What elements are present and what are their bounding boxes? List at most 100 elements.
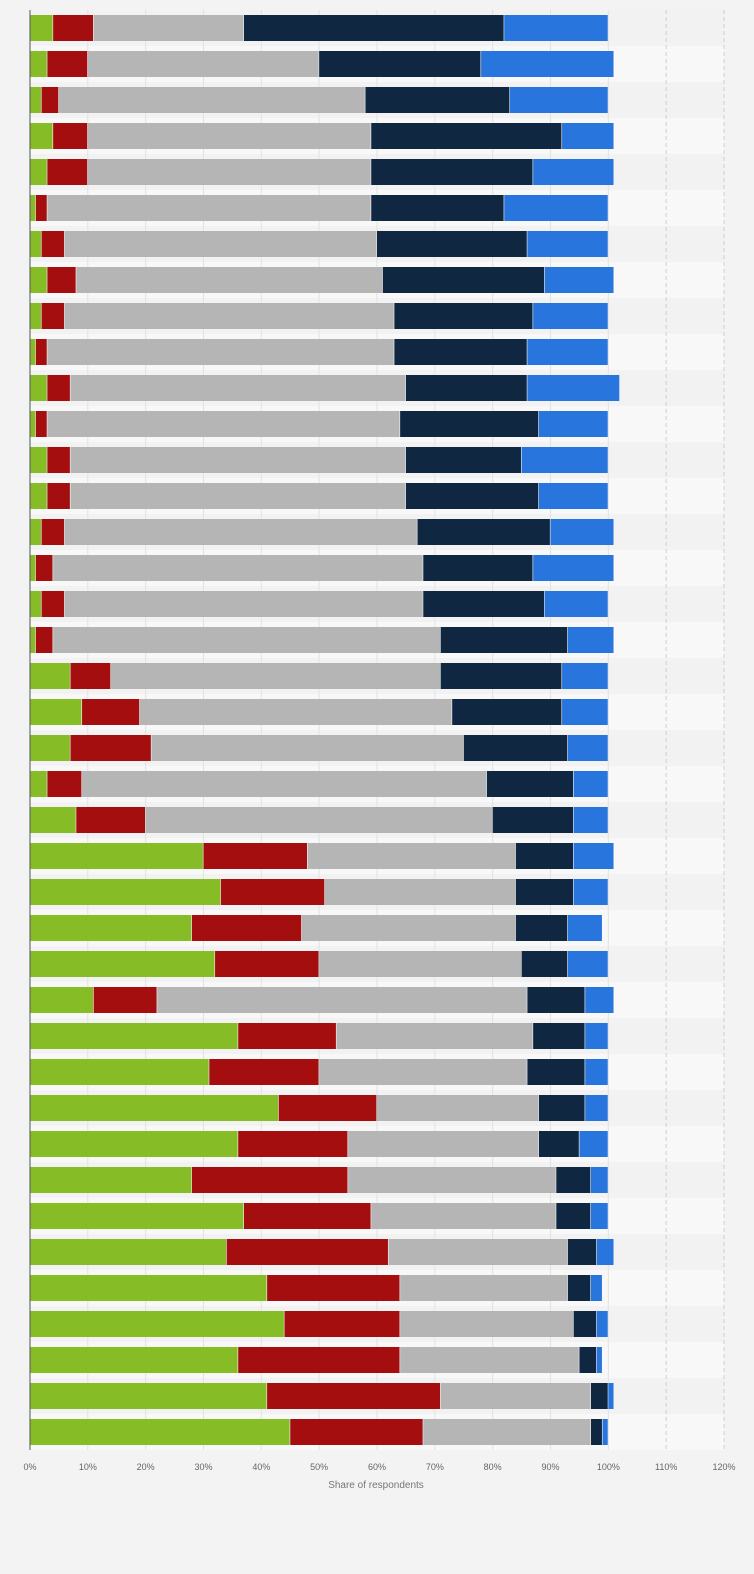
bar-segment	[371, 1203, 556, 1229]
bar-segment	[405, 483, 539, 509]
bar-segment	[400, 411, 539, 437]
x-tick-label: 110%	[655, 1462, 677, 1472]
bar-segment	[30, 123, 53, 149]
bar-segment	[423, 591, 545, 617]
bar-segment	[41, 591, 65, 617]
bar-segment	[388, 1239, 568, 1265]
bar-segment	[440, 1383, 591, 1409]
bar-segment	[30, 807, 76, 833]
bar-segment	[533, 159, 614, 185]
x-tick-label: 120%	[712, 1462, 735, 1472]
bar-segment	[30, 843, 203, 869]
bar-segment	[538, 1131, 579, 1157]
bar-segment	[30, 375, 47, 401]
bar-segment	[76, 807, 146, 833]
bar-segment	[533, 1023, 585, 1049]
bar-segment	[82, 699, 140, 725]
x-tick-label: 50%	[310, 1462, 328, 1472]
bar-segment	[481, 51, 614, 77]
bar-segment	[590, 1419, 602, 1445]
bar-segment	[30, 195, 36, 221]
bar-segment	[573, 807, 608, 833]
bar-segment	[30, 879, 221, 905]
bar-segment	[533, 555, 614, 581]
bar-segment	[215, 951, 319, 977]
bar-segment	[585, 1095, 608, 1121]
bar-segment	[64, 303, 394, 329]
bar-segment	[41, 519, 65, 545]
x-tick-label: 100%	[597, 1462, 620, 1472]
bar-segment	[70, 447, 406, 473]
bar-segment	[41, 231, 65, 257]
bar-segment	[30, 1347, 238, 1373]
x-tick-label: 30%	[194, 1462, 212, 1472]
bar-segment	[602, 1419, 608, 1445]
bar-segment	[47, 375, 70, 401]
bar-segment	[93, 987, 157, 1013]
bar-segment	[538, 411, 608, 437]
bar-segment	[76, 267, 383, 293]
bar-segment	[527, 339, 608, 365]
bar-segment	[585, 987, 614, 1013]
bar-segment	[371, 195, 504, 221]
bar-segment	[301, 915, 516, 941]
bar-segment	[585, 1059, 608, 1085]
bar-segment	[596, 1347, 602, 1373]
bar-segment	[278, 1095, 377, 1121]
bar-segment	[538, 1095, 585, 1121]
bar-segment	[30, 771, 47, 797]
bar-segment	[70, 663, 111, 689]
bar-segment	[590, 1383, 608, 1409]
x-tick-label: 70%	[426, 1462, 444, 1472]
bar-segment	[504, 15, 608, 41]
bar-segment	[30, 1311, 284, 1337]
bar-segment	[486, 771, 574, 797]
bar-segment	[440, 663, 562, 689]
bar-segment	[319, 51, 481, 77]
bar-segment	[423, 1419, 591, 1445]
bar-segment	[35, 339, 47, 365]
bar-segment	[348, 1131, 539, 1157]
bar-segment	[58, 87, 365, 113]
x-axis-label: Share of respondents	[328, 1480, 424, 1491]
bar-segment	[440, 627, 568, 653]
bar-segment	[521, 951, 568, 977]
bar-segment	[365, 87, 510, 113]
bar-segment	[348, 1167, 556, 1193]
bar-segment	[377, 231, 527, 257]
bar-segment	[30, 159, 47, 185]
bar-segment	[371, 123, 562, 149]
bar-segment	[405, 447, 521, 473]
bar-segment	[324, 879, 516, 905]
bar-segment	[47, 447, 70, 473]
bar-segment	[47, 339, 394, 365]
bar-segment	[515, 879, 574, 905]
bar-segment	[30, 1419, 290, 1445]
bar-segment	[226, 1239, 388, 1265]
bar-segment	[579, 1131, 608, 1157]
bar-segment	[463, 735, 568, 761]
bar-segment	[515, 843, 574, 869]
bar-segment	[521, 447, 608, 473]
bar-segment	[30, 951, 215, 977]
bar-segment	[590, 1167, 608, 1193]
bar-segment	[452, 699, 562, 725]
bar-segment	[203, 843, 307, 869]
bar-segment	[567, 951, 608, 977]
bar-segment	[53, 627, 441, 653]
bar-segment	[382, 267, 545, 293]
bar-segment	[492, 807, 574, 833]
bar-segment	[35, 195, 47, 221]
bar-segment	[30, 15, 53, 41]
bar-segment	[504, 195, 608, 221]
bar-segment	[30, 519, 41, 545]
bar-segment	[544, 591, 608, 617]
x-tick-label: 40%	[252, 1462, 270, 1472]
bar-segment	[30, 987, 94, 1013]
bar-segment	[30, 1275, 267, 1301]
bar-segment	[93, 15, 244, 41]
bar-segment	[157, 987, 527, 1013]
bar-segment	[319, 951, 521, 977]
bar-segment	[371, 159, 533, 185]
